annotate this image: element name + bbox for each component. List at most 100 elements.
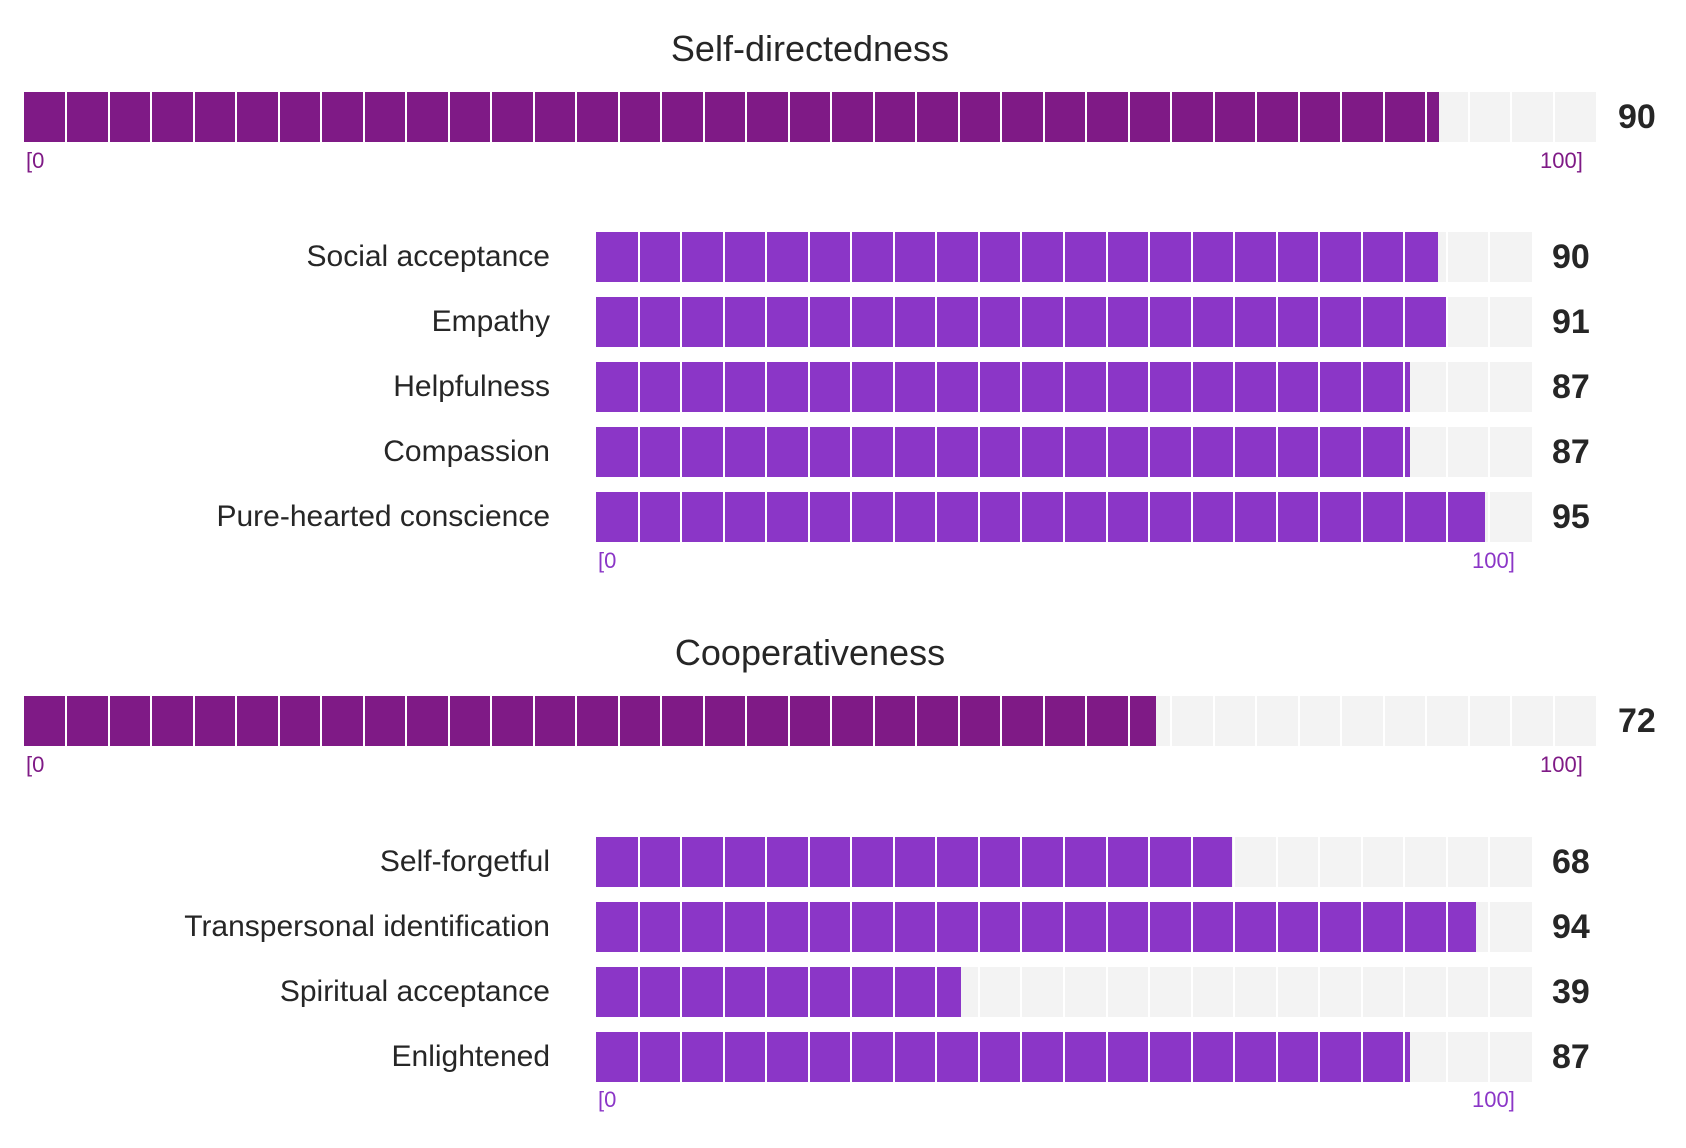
segment-divider <box>660 92 662 142</box>
segment-divider <box>765 492 767 542</box>
segment-divider <box>1488 362 1490 412</box>
segment-divider <box>958 92 960 142</box>
segment-divider <box>765 1032 767 1082</box>
segment-divider <box>935 837 937 887</box>
subscale-bar-track <box>596 837 1532 887</box>
segment-divider <box>1446 837 1448 887</box>
segment-divider <box>1020 492 1022 542</box>
segment-divider <box>893 427 895 477</box>
segment-divider <box>680 1032 682 1082</box>
main-bar-fill <box>24 696 1156 746</box>
segment-divider <box>1318 967 1320 1017</box>
segment-divider <box>935 362 937 412</box>
segment-divider <box>1020 967 1022 1017</box>
segment-divider <box>850 492 852 542</box>
segment-divider <box>1403 232 1405 282</box>
segment-divider <box>1191 1032 1193 1082</box>
segment-divider <box>1233 967 1235 1017</box>
segment-divider <box>765 427 767 477</box>
segment-divider <box>1148 232 1150 282</box>
segment-divider <box>1233 492 1235 542</box>
segment-divider <box>1043 92 1045 142</box>
segment-divider <box>1148 902 1150 952</box>
segment-divider <box>765 837 767 887</box>
segment-divider <box>1213 92 1215 142</box>
segment-divider <box>1063 1032 1065 1082</box>
category-label: Enlightened <box>391 1040 550 1073</box>
segment-divider <box>680 232 682 282</box>
category-label: Social acceptance <box>306 240 551 273</box>
segment-divider <box>765 297 767 347</box>
segment-divider <box>788 92 790 142</box>
segment-divider <box>850 1032 852 1082</box>
segment-divider <box>1191 967 1193 1017</box>
axis-min-label: [0 <box>598 548 617 573</box>
segment-divider <box>1488 232 1490 282</box>
segment-divider <box>978 902 980 952</box>
segment-divider <box>1063 902 1065 952</box>
segment-divider <box>850 297 852 347</box>
segment-divider <box>703 696 705 746</box>
segment-divider <box>1403 427 1405 477</box>
segment-divider <box>978 967 980 1017</box>
segment-divider <box>830 696 832 746</box>
segment-divider <box>1403 902 1405 952</box>
segment-divider <box>1318 492 1320 542</box>
segment-divider <box>638 967 640 1017</box>
segment-divider <box>723 297 725 347</box>
segment-divider <box>1085 92 1087 142</box>
segment-divider <box>1276 362 1278 412</box>
segment-divider <box>1063 837 1065 887</box>
segment-divider <box>660 696 662 746</box>
segment-divider <box>1255 92 1257 142</box>
segment-divider <box>893 362 895 412</box>
segment-divider <box>1276 427 1278 477</box>
category-label: Transpersonal identification <box>184 910 550 943</box>
segment-divider <box>680 837 682 887</box>
segment-divider <box>1403 1032 1405 1082</box>
segment-divider <box>808 362 810 412</box>
segment-divider <box>1276 837 1278 887</box>
segment-divider <box>1340 696 1342 746</box>
axis-min-label: [0 <box>598 1087 617 1112</box>
category-label: Helpfulness <box>393 370 550 403</box>
segment-divider <box>703 92 705 142</box>
segment-divider <box>405 92 407 142</box>
segment-divider <box>788 696 790 746</box>
segment-divider <box>1148 362 1150 412</box>
category-label: Self-forgetful <box>379 845 550 878</box>
segment-divider <box>320 92 322 142</box>
segment-divider <box>1276 967 1278 1017</box>
segment-divider <box>935 492 937 542</box>
segment-divider <box>723 837 725 887</box>
segment-divider <box>1318 297 1320 347</box>
segment-divider <box>873 696 875 746</box>
segment-divider <box>958 696 960 746</box>
segment-divider <box>808 492 810 542</box>
segment-divider <box>850 427 852 477</box>
segment-divider <box>893 837 895 887</box>
segment-divider <box>978 492 980 542</box>
segment-divider <box>1106 427 1108 477</box>
subscale-bar-fill <box>596 492 1486 542</box>
segment-divider <box>808 837 810 887</box>
subscale-bar-track <box>596 362 1532 412</box>
segment-divider <box>1510 696 1512 746</box>
segment-divider <box>850 362 852 412</box>
segment-divider <box>1488 1032 1490 1082</box>
subscale-bar-fill <box>596 837 1233 887</box>
segment-divider <box>1425 92 1427 142</box>
segment-divider <box>1170 696 1172 746</box>
subscale-bar-track <box>596 902 1532 952</box>
segment-divider <box>1446 232 1448 282</box>
segment-divider <box>65 92 67 142</box>
segment-divider <box>575 696 577 746</box>
segment-divider <box>1043 696 1045 746</box>
segment-divider <box>1318 1032 1320 1082</box>
segment-divider <box>638 362 640 412</box>
subscale-bar-track <box>596 232 1532 282</box>
segment-divider <box>1233 427 1235 477</box>
subscale-bar-track <box>596 1032 1532 1082</box>
segment-divider <box>1361 837 1363 887</box>
segment-divider <box>1318 902 1320 952</box>
